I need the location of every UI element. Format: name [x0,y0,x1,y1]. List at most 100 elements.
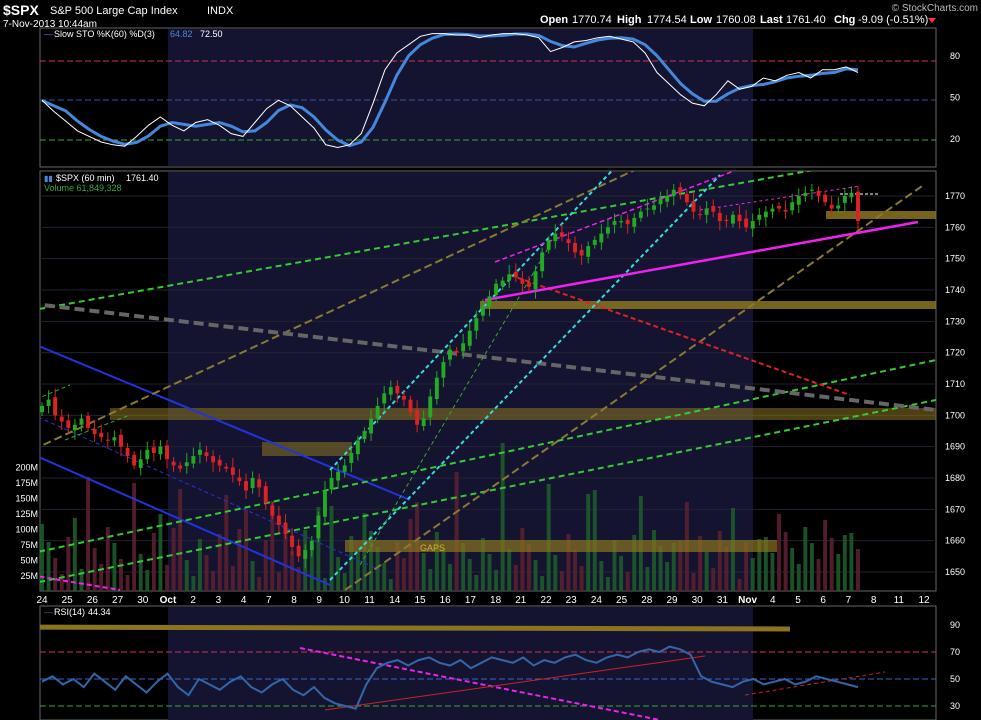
volume-y-axis: 25M 50M 75M 100M 125M 150M 175M 200M [15,463,38,582]
candle-body [546,239,551,250]
candle-body [842,196,847,203]
rsi-ytick-label: 70 [950,647,960,657]
volume-bar [579,566,584,591]
volume-bar [132,483,137,591]
rsi-legend: RSI(14) [54,607,85,617]
volume-bar [836,554,841,591]
volume-bar [125,575,130,591]
volume-bar [717,531,722,591]
volume-bar [382,563,387,591]
volume-bar [796,564,801,591]
stochastic-panel: — Slow STO %K(60) %D(3) 64.82 72.50 20 50… [39,27,960,168]
volume-bar [79,569,84,591]
candle-body [448,349,452,360]
candles [40,182,860,569]
x-tick-label: 31 [717,595,729,606]
candle-body [684,194,689,203]
candle-body [836,205,841,209]
blue-channel-lower [40,456,331,586]
candle-body [540,252,545,272]
volume-bar [480,538,485,591]
x-tick-label: 15 [414,595,426,606]
volume-bar [737,579,742,591]
x-tick-label: 21 [515,595,527,606]
x-tick-label: 6 [820,595,826,606]
candle-body [724,219,729,222]
candle-body [454,350,459,353]
candle-body [678,187,683,193]
candle-body [323,490,327,517]
price-ytick-label: 1700 [945,410,965,420]
candle-body [336,471,341,481]
x-tick-label: 2 [190,595,196,606]
x-tick-label: 14 [389,595,401,606]
candle-body [665,196,670,202]
volume-ytick-label: 175M [15,478,38,488]
candle-body [823,194,828,203]
magenta-low [40,575,121,591]
volume-bar [237,529,242,591]
volume-bar [105,527,110,591]
candle-body [382,393,387,404]
price-ytick-label: 1760 [945,222,965,232]
candle-body [790,202,795,211]
volume-bar [540,576,545,591]
candle-body [803,192,808,196]
candle-body [388,387,393,395]
candle-body [132,454,137,466]
candle-body [276,515,281,525]
volume-ytick-label: 25M [20,571,38,581]
x-tick-label: 8 [871,595,877,606]
candle-body [40,405,44,413]
volume-bar [763,537,768,591]
magenta-mid [699,185,861,211]
volume-bar [270,501,275,591]
stoch-legend: Slow STO %K(60) %D(3) [54,29,155,39]
rsi-ytick-label: 90 [950,620,960,630]
candle-body [763,211,768,218]
blue-channel-upper [40,345,411,501]
candle-body [777,206,781,209]
stoch-legend-value-1: 64.82 [170,29,193,39]
candle-body [717,212,722,222]
x-tick-label: 25 [62,595,74,606]
volume-bar [724,547,729,591]
candle-body [441,362,446,378]
volume-bar [573,550,577,591]
candle-body [467,330,472,346]
candle-body [744,218,749,228]
price-ytick-label: 1750 [945,254,965,264]
candle-body [480,305,485,316]
volume-bar [599,561,604,591]
candle-body [158,446,163,455]
volume-bar [711,568,716,591]
volume-bar [112,543,117,591]
candle-body [796,196,801,205]
volume-bar [217,534,222,591]
candle-body [290,535,295,547]
volume-bar [448,564,452,591]
candle-body [638,211,643,218]
volume-bar [559,571,564,591]
candle-body [704,208,709,215]
volume-bar [86,477,91,591]
candle-body [619,221,624,223]
volume-bar [178,489,183,591]
volume-legend: Volume 61,849,328 [44,183,122,193]
x-tick-label: 24 [591,595,603,606]
price-ytick-label: 1660 [945,536,965,546]
last-label: Last [760,14,783,26]
rsi-weekend-band-1 [168,607,753,720]
volume-bar [744,542,749,591]
price-legend-value: 1761.40 [126,173,159,183]
volume-bar [421,553,426,591]
x-tick-label: 25 [616,595,628,606]
volume-ytick-label: 50M [20,556,38,566]
candle-body [783,209,788,212]
candle-body [579,249,584,256]
volume-bar [99,564,104,591]
volume-bar [612,540,617,591]
datetime: 7-Nov-2013 10:44am [3,19,97,30]
candle-body [750,221,755,229]
candle-body [474,318,479,331]
